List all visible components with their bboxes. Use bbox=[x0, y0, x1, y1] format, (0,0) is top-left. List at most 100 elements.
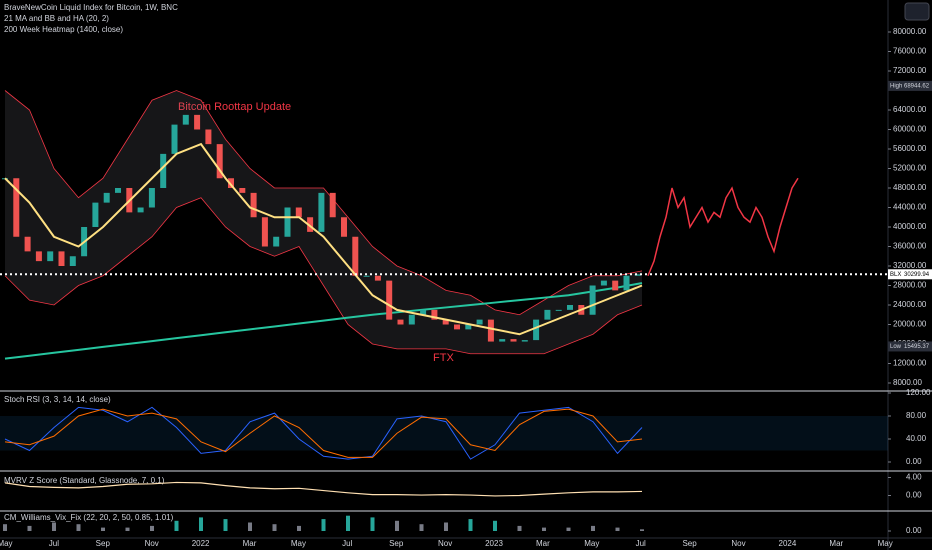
price-label-name: High bbox=[890, 83, 902, 89]
y-tick-label: 80000.00 bbox=[893, 27, 927, 36]
candle bbox=[47, 251, 54, 262]
candle bbox=[295, 207, 302, 218]
vix-bar bbox=[52, 522, 56, 531]
y-tick-label: 64000.00 bbox=[893, 105, 927, 114]
annotation: FTX bbox=[433, 352, 454, 364]
candle bbox=[228, 178, 234, 188]
vix-bar bbox=[3, 524, 7, 531]
x-tick-label: May bbox=[291, 539, 306, 548]
candle bbox=[273, 236, 280, 247]
candle bbox=[216, 144, 223, 179]
candle bbox=[510, 339, 517, 342]
vix-bar bbox=[174, 520, 179, 531]
candle bbox=[465, 324, 472, 330]
vix-bar bbox=[150, 525, 154, 531]
vix-bar bbox=[321, 519, 326, 531]
candle bbox=[182, 114, 189, 125]
y-tick-label: 32000.00 bbox=[893, 261, 927, 270]
y-tick-label: 0.00 bbox=[906, 457, 922, 466]
x-tick-label: Mar bbox=[536, 539, 550, 548]
settings-button[interactable] bbox=[904, 2, 930, 21]
legend-line: 21 MA and BB and HA (20, 2) bbox=[4, 14, 109, 23]
x-tick-label: Mar bbox=[829, 539, 843, 548]
vix-bar bbox=[272, 524, 277, 531]
y-tick-label: 12000.00 bbox=[893, 359, 927, 368]
vix-bar bbox=[248, 522, 252, 531]
y-tick-label: 44000.00 bbox=[893, 203, 927, 212]
vix-bar bbox=[125, 527, 130, 531]
y-tick-label: 36000.00 bbox=[893, 242, 927, 251]
vix-bar bbox=[517, 525, 522, 531]
y-tick-label: 0.00 bbox=[906, 491, 922, 500]
legend-line: BraveNewCoin Liquid Index for Bitcoin, 1… bbox=[4, 3, 178, 12]
candle bbox=[92, 202, 99, 227]
candle bbox=[544, 309, 551, 320]
stoch-line bbox=[4, 406, 643, 460]
price-label-value: 15495.37 bbox=[904, 344, 930, 350]
y-tick-label: 56000.00 bbox=[893, 144, 927, 153]
vix-bar bbox=[444, 522, 448, 531]
candle bbox=[13, 178, 20, 237]
vix-bar bbox=[640, 529, 644, 531]
candle bbox=[35, 251, 42, 262]
candle bbox=[589, 285, 596, 315]
price-label-box bbox=[888, 269, 932, 280]
y-tick-label: 24000.00 bbox=[893, 300, 927, 309]
x-tick-label: Jul bbox=[636, 539, 646, 548]
x-tick-label: Sep bbox=[682, 539, 697, 548]
vix-bar bbox=[395, 520, 399, 531]
vix-bar bbox=[468, 519, 473, 531]
y-tick-label: 80.00 bbox=[906, 411, 927, 420]
vix-bar bbox=[297, 525, 301, 531]
candle bbox=[442, 319, 449, 325]
x-tick-label: Nov bbox=[731, 539, 745, 548]
price-label-box bbox=[888, 341, 932, 352]
candle bbox=[103, 192, 110, 203]
x-tick-label: Mar bbox=[243, 539, 257, 548]
candle bbox=[408, 314, 415, 325]
pane-title: MVRV Z Score (Standard, Glassnode, 7, 0.… bbox=[4, 476, 165, 485]
vix-bar bbox=[419, 524, 424, 531]
candle bbox=[386, 280, 393, 320]
candle bbox=[205, 129, 212, 145]
candle bbox=[115, 188, 121, 193]
candle bbox=[533, 319, 540, 341]
candle bbox=[194, 114, 201, 130]
pane-title: Stoch RSI (3, 3, 14, 14, close) bbox=[4, 395, 111, 404]
y-tick-label: 40000.00 bbox=[893, 222, 927, 231]
candle bbox=[600, 280, 607, 286]
candle bbox=[261, 217, 268, 247]
y-tick-label: 8000.00 bbox=[893, 378, 922, 387]
vix-bar bbox=[370, 517, 375, 531]
y-tick-label: 20000.00 bbox=[893, 320, 927, 329]
vix-bar bbox=[542, 527, 546, 531]
candle bbox=[363, 275, 370, 277]
candle bbox=[634, 274, 641, 276]
annotation: Bitcoin Roottap Update bbox=[178, 101, 291, 113]
y-tick-label: 76000.00 bbox=[893, 47, 927, 56]
candle bbox=[171, 124, 178, 154]
vix-bar bbox=[493, 520, 497, 531]
price-label-value: 30299.94 bbox=[904, 272, 930, 278]
candle bbox=[521, 340, 528, 342]
x-tick-label: May bbox=[878, 539, 893, 548]
candle bbox=[58, 251, 65, 266]
mvrv-line bbox=[4, 481, 643, 497]
candle bbox=[476, 319, 483, 325]
y-tick-label: 4.00 bbox=[906, 473, 922, 482]
vix-bar bbox=[223, 519, 228, 531]
candle bbox=[487, 319, 494, 342]
stoch-line bbox=[4, 408, 643, 458]
vix-bar bbox=[566, 527, 571, 531]
candle bbox=[499, 339, 506, 342]
x-tick-label: Sep bbox=[96, 539, 111, 548]
candle bbox=[555, 309, 562, 311]
candle bbox=[329, 192, 336, 218]
candle bbox=[341, 217, 347, 237]
candle bbox=[160, 153, 167, 188]
x-tick-label: Nov bbox=[438, 539, 452, 548]
candle bbox=[454, 324, 460, 330]
y-tick-label: 40.00 bbox=[906, 434, 927, 443]
